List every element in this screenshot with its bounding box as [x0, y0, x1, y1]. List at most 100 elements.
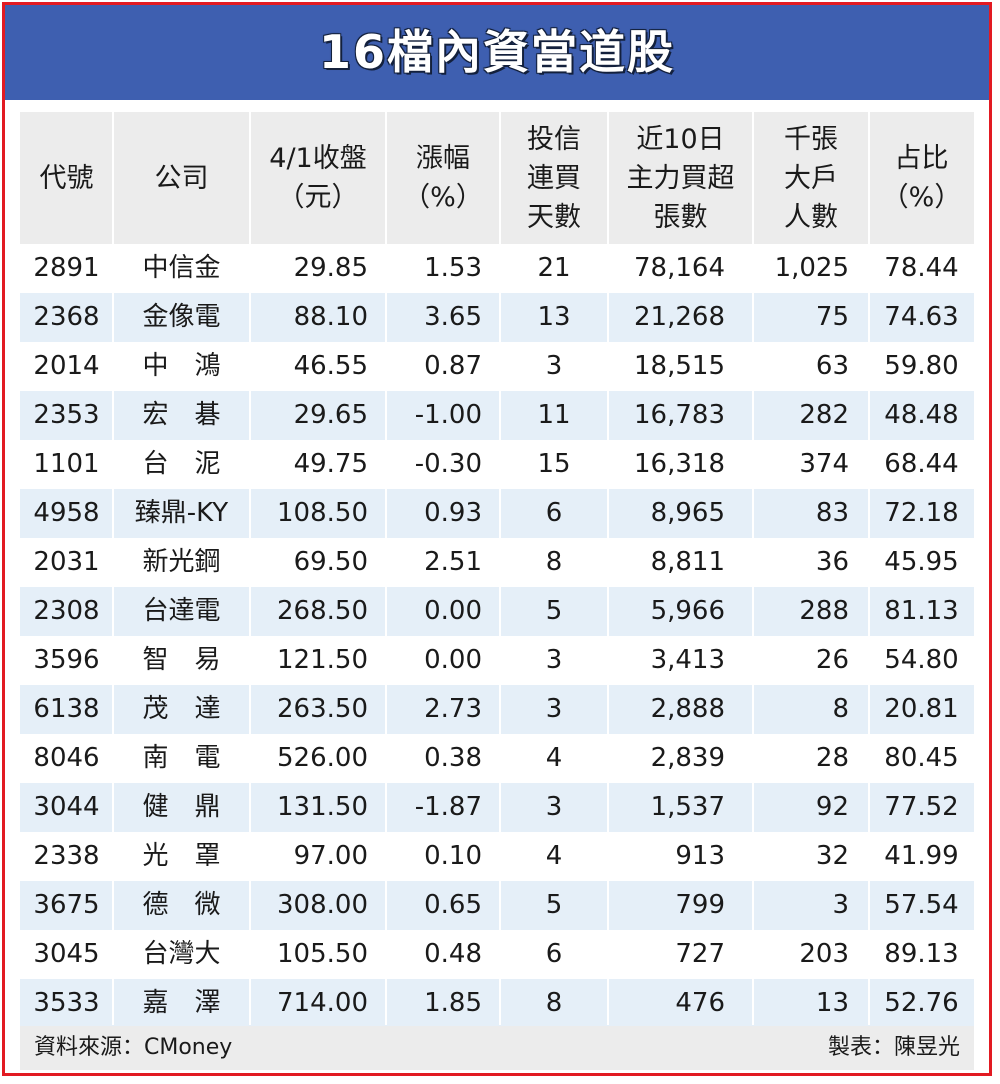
- table-cell: 2891: [33, 253, 100, 283]
- table-footer: 資料來源：CMoney 製表：陳昱光: [20, 1026, 974, 1070]
- header-line: 張數: [653, 201, 708, 233]
- column-divider: [752, 112, 754, 1025]
- table-cell: 526.00: [277, 743, 368, 773]
- table-cell: 59.80: [884, 351, 959, 381]
- table-cell: 金像電: [142, 302, 221, 332]
- table-cell: 台灣大: [142, 939, 221, 969]
- table-cell: 2.51: [424, 547, 482, 577]
- table-cell: 72.18: [884, 498, 959, 528]
- table-cell: 21,268: [634, 302, 725, 332]
- table-cell: 1,537: [650, 792, 725, 822]
- header-col-7: 占比 （%）: [869, 112, 974, 244]
- table-cell: 36: [815, 547, 849, 577]
- table-cell: 49.75: [293, 449, 368, 479]
- table-cell: 48.48: [884, 400, 959, 430]
- table-cell: 8: [545, 988, 563, 1018]
- table-cell: 105.50: [277, 939, 368, 969]
- table-cell: 476: [675, 988, 725, 1018]
- table-cell: 5,966: [650, 596, 725, 626]
- header-line: （%）: [403, 182, 483, 213]
- table-cell: 2014: [33, 351, 100, 381]
- header-line: 投信: [527, 123, 581, 155]
- table-cell: 2,839: [650, 743, 725, 773]
- table-row: 2891 中信金 29.85 1.53 21 78,164 1,025 78.44: [20, 244, 974, 293]
- table-row: 1101 台 泥 49.75 -0.30 15 16,318 374 68.44: [20, 440, 974, 489]
- table-cell: 8: [545, 547, 563, 577]
- table-row: 3533 嘉 澤 714.00 1.85 8 476 13 52.76: [20, 979, 974, 1028]
- table-cell: 81.13: [884, 596, 959, 626]
- table-cell: 80.45: [884, 743, 959, 773]
- table-cell: 2031: [33, 547, 100, 577]
- header-line: 連買: [527, 162, 581, 194]
- table-cell: 20.81: [884, 694, 959, 724]
- table-cell: 3596: [33, 645, 100, 675]
- table-cell: 75: [815, 302, 849, 332]
- table-cell: 268.50: [277, 596, 368, 626]
- table-cell: 嘉 澤: [142, 988, 221, 1018]
- table-cell: 臻鼎-KY: [134, 498, 229, 528]
- table-cell: 0.65: [424, 890, 482, 920]
- table-cell: 3,413: [650, 645, 725, 675]
- table-cell: 1,025: [774, 253, 849, 283]
- table-cell: 89.13: [884, 939, 959, 969]
- table-row: 3596 智 易 121.50 0.00 3 3,413 26 54.80: [20, 636, 974, 685]
- table-cell: 1.53: [424, 253, 482, 283]
- table-cell: 德 微: [142, 890, 221, 920]
- table-cell: 8: [832, 694, 849, 724]
- table-cell: 0.00: [424, 645, 482, 675]
- table-cell: 78,164: [634, 253, 725, 283]
- table-cell: 54.80: [884, 645, 959, 675]
- table-row: 6138 茂 達 263.50 2.73 3 2,888 8 20.81: [20, 685, 974, 734]
- table-cell: 8,811: [650, 547, 725, 577]
- table-row: 2031 新光鋼 69.50 2.51 8 8,811 36 45.95: [20, 538, 974, 587]
- table-cell: -1.00: [414, 400, 482, 430]
- table-cell: 3045: [33, 939, 100, 969]
- header-line: 4/1收盤: [269, 143, 367, 174]
- column-divider: [249, 112, 251, 1025]
- header-col-0: 代號: [20, 112, 113, 244]
- table-cell: 41.99: [884, 841, 959, 871]
- maker-note: 製表：陳昱光: [827, 1035, 960, 1060]
- table-cell: 3: [545, 792, 563, 822]
- table-cell: 2,888: [650, 694, 725, 724]
- table-cell: 台達電: [142, 596, 221, 626]
- table-cell: 29.85: [293, 253, 368, 283]
- table-cell: 3: [545, 645, 563, 675]
- table-row: 3675 德 微 308.00 0.65 5 799 3 57.54: [20, 881, 974, 930]
- table-cell: 15: [537, 449, 571, 479]
- header-col-5: 近10日 主力買超 張數: [608, 112, 753, 244]
- table-cell: 3: [545, 694, 563, 724]
- header-line: 代號: [39, 162, 94, 194]
- table-row: 2308 台達電 268.50 0.00 5 5,966 288 81.13: [20, 587, 974, 636]
- table-cell: 727: [675, 939, 725, 969]
- table-cell: 83: [815, 498, 849, 528]
- table-cell: 3044: [33, 792, 100, 822]
- table-row: 8046 南 電 526.00 0.38 4 2,839 28 80.45: [20, 734, 974, 783]
- table-cell: 光 罩: [142, 841, 221, 871]
- table-cell: 263.50: [277, 694, 368, 724]
- header-col-3: 漲幅 （%）: [386, 112, 500, 244]
- table-cell: 16,783: [634, 400, 725, 430]
- table-cell: 智 易: [142, 645, 221, 675]
- table-row: 2368 金像電 88.10 3.65 13 21,268 75 74.63: [20, 293, 974, 342]
- table-cell: 3.65: [424, 302, 482, 332]
- table-cell: 0.87: [424, 351, 482, 381]
- table-cell: 茂 達: [142, 694, 221, 724]
- table-cell: 32: [815, 841, 849, 871]
- table-cell: 3533: [33, 988, 100, 1018]
- table-cell: 6: [545, 498, 563, 528]
- table-cell: 2308: [33, 596, 100, 626]
- table-row: 2338 光 罩 97.00 0.10 4 913 32 41.99: [20, 832, 974, 881]
- table-cell: 1101: [33, 449, 100, 479]
- table-cell: 88.10: [293, 302, 368, 332]
- table-cell: 131.50: [277, 792, 368, 822]
- table-cell: 13: [537, 302, 571, 332]
- table-cell: 0.10: [424, 841, 482, 871]
- table-cell: 288: [799, 596, 849, 626]
- table-cell: 3675: [33, 890, 100, 920]
- table-cell: 0.00: [424, 596, 482, 626]
- table-header: 代號 公司 4/1收盤 （元） 漲幅 （%） 投信 連買 天數 近10日 主力買超 張數 千張 大戶 人數占…: [20, 112, 974, 244]
- table-cell: 16,318: [634, 449, 725, 479]
- table-cell: 26: [815, 645, 849, 675]
